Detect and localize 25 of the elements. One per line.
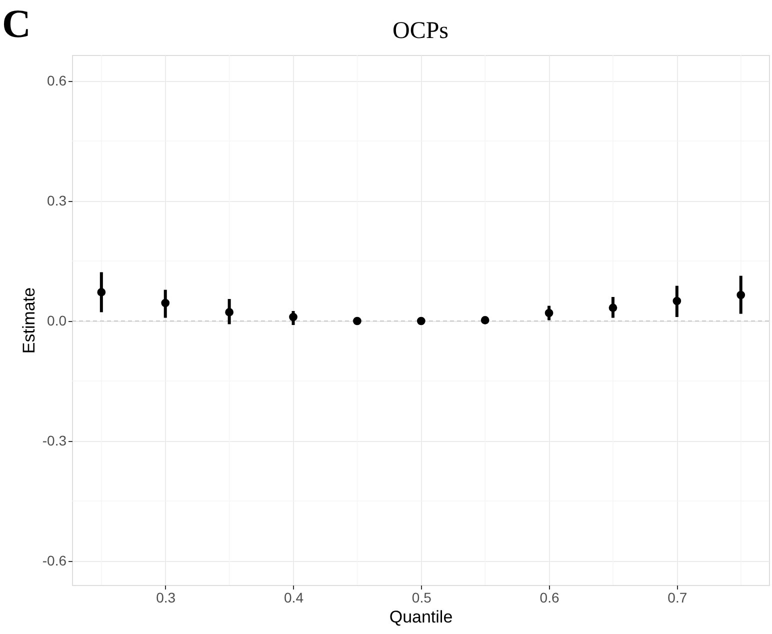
point [97,288,106,296]
point [353,316,362,326]
x-tick-label: 0.7 [668,590,688,606]
x-tick-label: 0.5 [412,590,432,606]
point [416,316,426,326]
x-tick-label: 0.6 [540,590,560,606]
point [480,316,490,324]
x-axis-title: Quantile [389,608,453,626]
point [289,312,298,322]
y-tick-label: 0.0 [47,312,67,328]
chart-title: OCPs [392,18,449,44]
point [225,308,234,316]
point [608,304,618,312]
point [161,298,170,308]
y-tick-label: 0.3 [47,192,67,208]
y-tick-label: 0.6 [47,72,67,88]
y-tick-label: -0.3 [42,432,67,448]
x-tick-label: 0.3 [156,590,176,606]
y-tick-label: -0.6 [42,552,67,568]
text: C [2,1,31,46]
x-tick-label: 0.4 [284,590,304,606]
point [736,290,746,300]
point [544,308,554,318]
point [672,296,682,306]
y-axis-title: Estimate [19,287,38,354]
